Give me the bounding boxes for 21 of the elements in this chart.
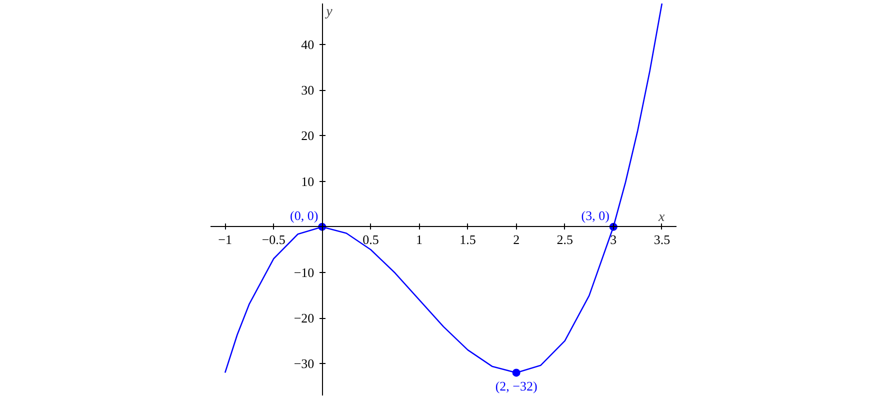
annotation: (0, 0): [290, 208, 318, 223]
y-tick-label: −20: [294, 310, 314, 326]
y-axis-title: y: [324, 4, 334, 20]
y-tick-label: −10: [294, 264, 314, 280]
y-tick-label: 10: [301, 174, 314, 189]
x-tick-label: 3.5: [654, 232, 670, 247]
annotation: (2, −32): [495, 378, 538, 394]
x-tick-label: 0.5: [362, 232, 379, 247]
x-tick-label: 3: [610, 232, 617, 247]
x-tick-label: −1: [218, 232, 232, 247]
y-tick-label: −30: [294, 356, 314, 372]
x-tick-label: 2.5: [556, 232, 573, 247]
y-tick-label: 40: [301, 37, 314, 52]
annotation: (3, 0): [581, 208, 610, 223]
x-tick-label: 1.5: [460, 232, 476, 247]
x-tick-label: −0.5: [262, 232, 286, 247]
x-axis-title: x: [658, 210, 666, 225]
x-tick-label: 1: [416, 232, 422, 247]
x-tick-label: 2: [513, 232, 520, 247]
y-tick-label: 20: [301, 128, 314, 144]
y-tick-label: 30: [301, 82, 314, 98]
